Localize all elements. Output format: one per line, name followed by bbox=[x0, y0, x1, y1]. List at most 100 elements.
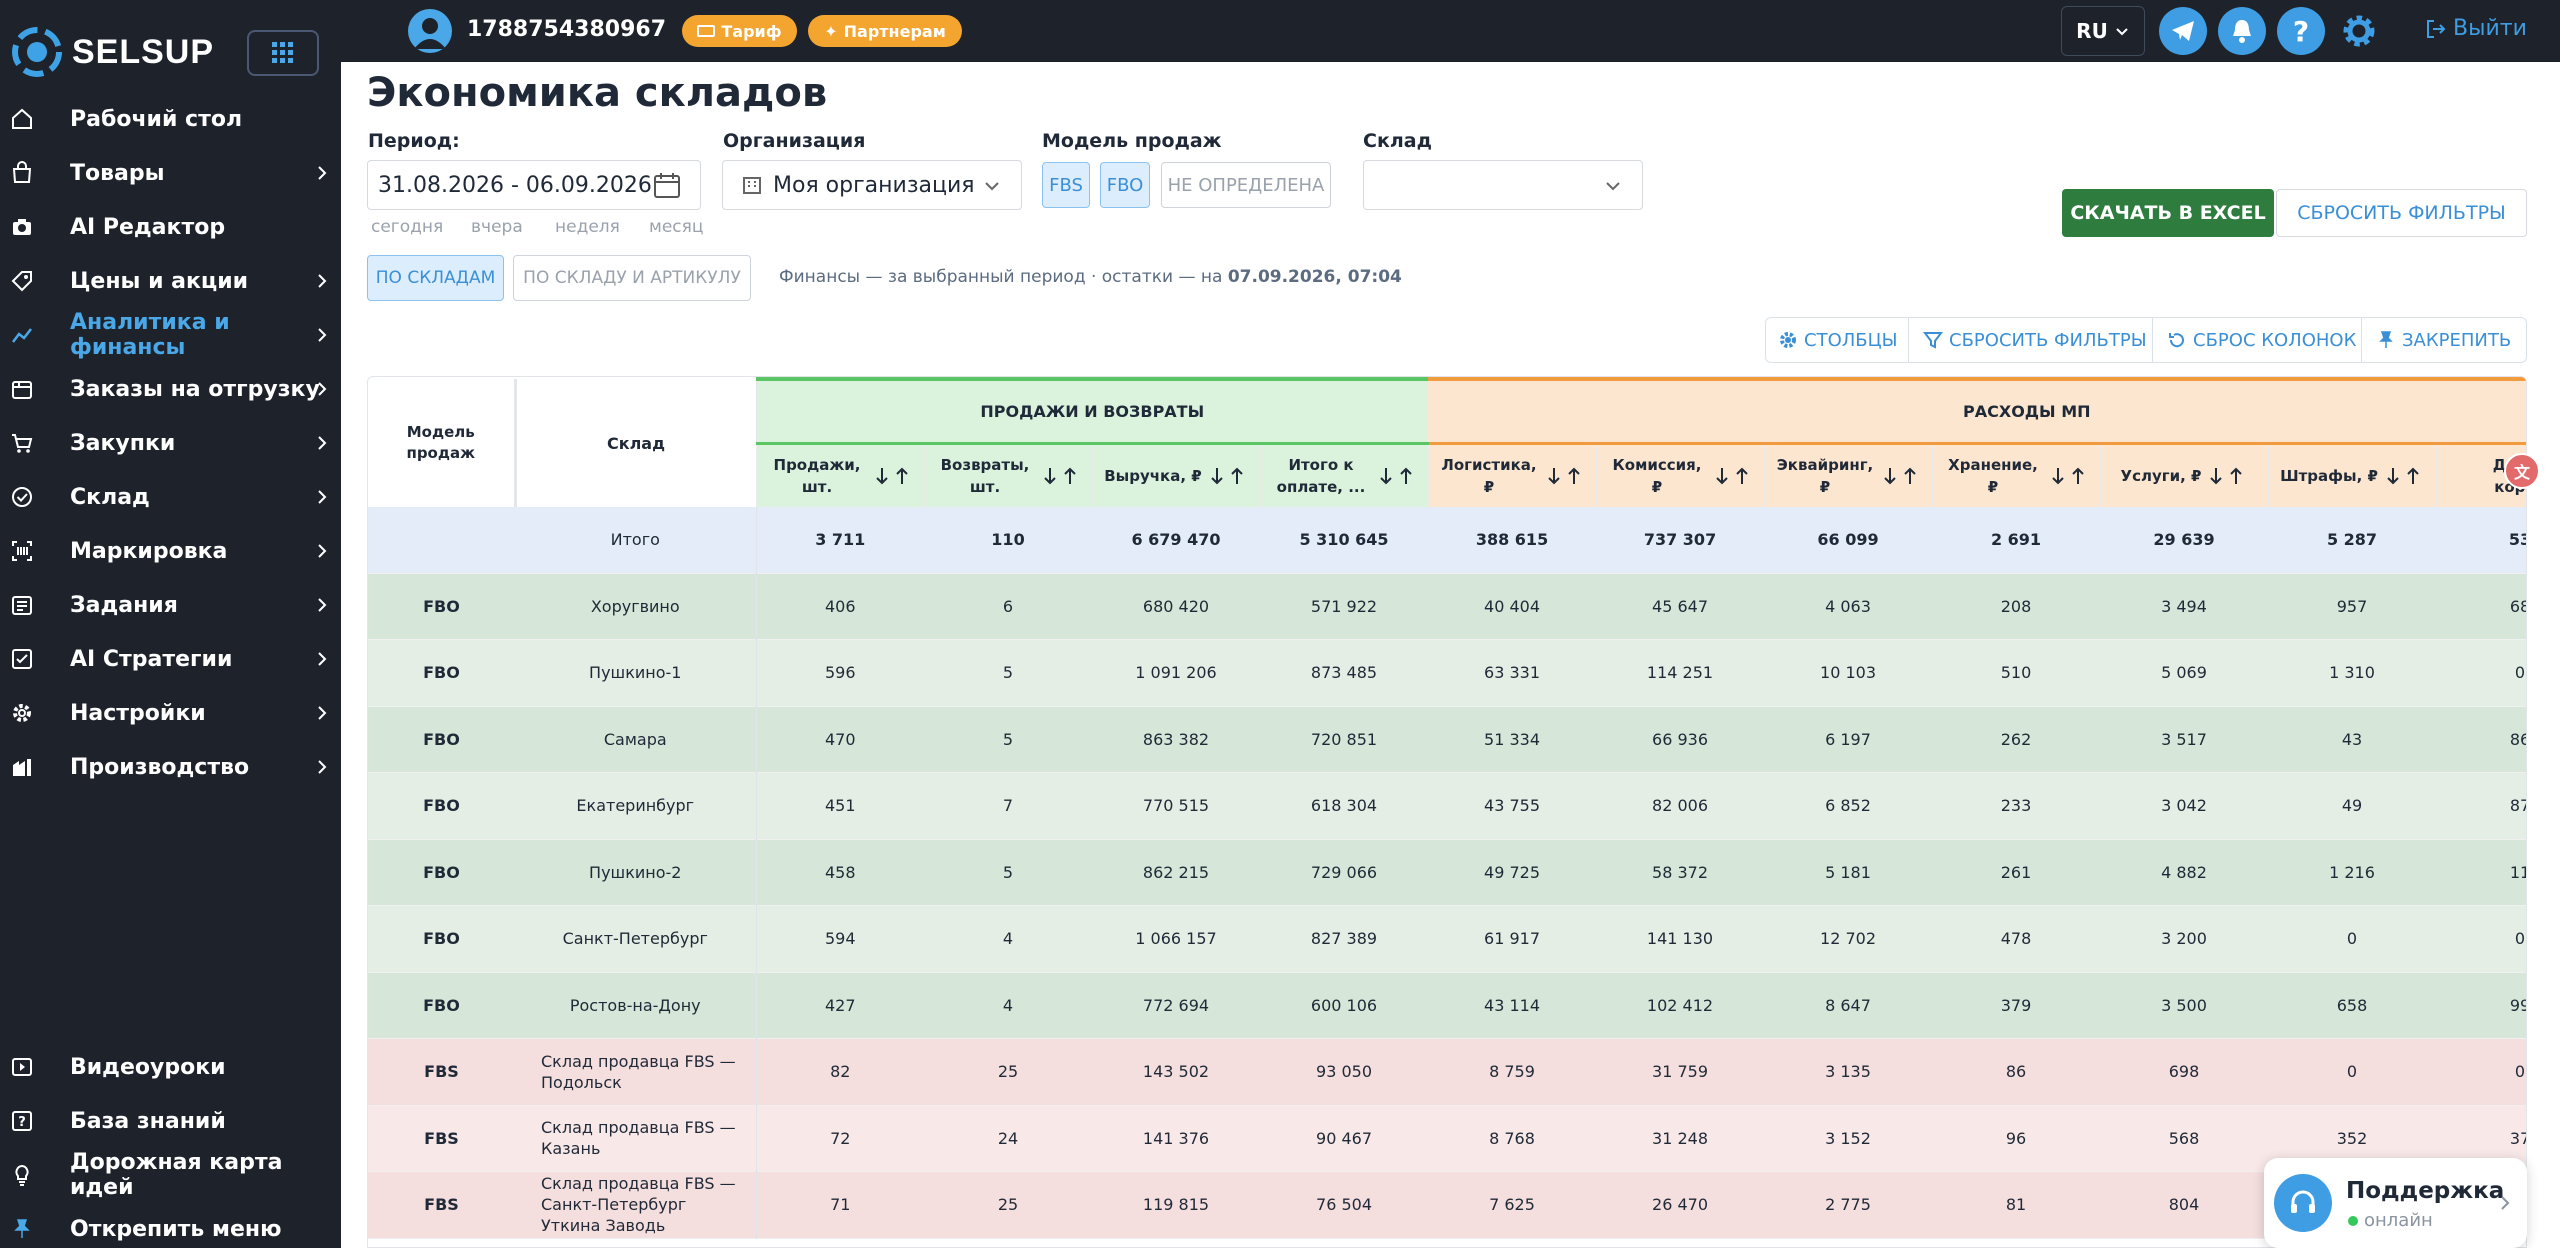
table-row[interactable]: FBO Самара 470 5 863 382 720 851 51 334 66 936 6… bbox=[368, 706, 2526, 773]
calendar-icon[interactable] bbox=[652, 170, 682, 200]
table-row[interactable]: FBO Екатеринбург 451 7 770 515 618 304 43 755 8… bbox=[368, 772, 2526, 840]
tariff-button[interactable]: Тариф bbox=[682, 15, 797, 47]
telegram-button[interactable] bbox=[2159, 7, 2207, 55]
chip-fbo[interactable]: FBO bbox=[1100, 162, 1150, 208]
value-cell: 5 069 bbox=[2100, 639, 2269, 707]
sidebar-item-0[interactable]: Рабочий стол bbox=[0, 92, 341, 146]
sidebar-item-label: Цены и акции bbox=[70, 268, 249, 294]
quick-yesterday[interactable]: вчера bbox=[471, 217, 523, 237]
sort-arrows-icon[interactable] bbox=[1041, 466, 1081, 486]
partners-button[interactable]: ✦ Партнерам bbox=[808, 15, 962, 47]
quick-today[interactable]: сегодня bbox=[371, 217, 444, 237]
value-cell: 7 bbox=[924, 772, 1092, 840]
columns-button[interactable]: СТОЛБЦЫ bbox=[1765, 317, 1909, 363]
sort-arrows-icon[interactable] bbox=[2207, 466, 2247, 486]
table-row[interactable]: FBS Склад продавца FBS — Санкт-Петербург … bbox=[368, 1171, 2526, 1239]
col-header[interactable]: Логистика, ₽ bbox=[1427, 441, 1597, 507]
table-row[interactable]: FBO Хоругвино 406 6 680 420 571 922 40 404 45 6… bbox=[368, 573, 2526, 640]
download-excel-button[interactable]: СКАЧАТЬ В EXCEL bbox=[2062, 189, 2274, 237]
col-header[interactable]: Итого к оплате, ... bbox=[1259, 441, 1429, 507]
sidebar-bottom-item-3[interactable]: Открепить меню bbox=[0, 1202, 341, 1248]
value-cell: 957 bbox=[2268, 573, 2437, 640]
total-row[interactable]: Итого 3 711 110 6 679 470 5 310 645 388 615 73… bbox=[368, 507, 2526, 574]
table-row[interactable]: FBS Склад продавца FBS — Казань 72 24 141 37… bbox=[368, 1105, 2526, 1172]
sort-arrows-icon[interactable] bbox=[873, 466, 913, 486]
table-row[interactable]: FBO Ростов-на-Дону 427 4 772 694 600 106 43 11… bbox=[368, 972, 2526, 1039]
tab-by-warehouses[interactable]: ПО СКЛАДАМ bbox=[367, 255, 504, 301]
quick-month[interactable]: месяц bbox=[649, 217, 704, 237]
logout-button[interactable]: Выйти bbox=[2425, 16, 2527, 41]
value-cell: 863 382 bbox=[1092, 706, 1260, 773]
sort-arrows-icon[interactable] bbox=[2049, 466, 2089, 486]
sort-arrows-icon[interactable] bbox=[2384, 466, 2424, 486]
sidebar-item-12[interactable]: Производство bbox=[0, 740, 341, 794]
value-cell: 478 bbox=[1932, 905, 2101, 973]
sort-arrows-icon[interactable] bbox=[1713, 466, 1753, 486]
sidebar-item-2[interactable]: AI Редактор bbox=[0, 200, 341, 254]
organization-select[interactable]: Моя организация bbox=[722, 160, 1022, 210]
value-cell: 0 bbox=[2436, 1038, 2526, 1106]
sidebar-item-5[interactable]: Заказы на отгрузку bbox=[0, 362, 341, 416]
table-row[interactable]: FBO Санкт-Петербург 594 4 1 066 157 827 389 61… bbox=[368, 905, 2526, 973]
handshake-icon: ✦ bbox=[824, 21, 838, 41]
model-cell bbox=[368, 507, 515, 574]
col-header[interactable]: Хранение, ₽ bbox=[1931, 441, 2101, 507]
col-header-warehouse[interactable]: Склад bbox=[515, 379, 756, 507]
help-button[interactable]: ? bbox=[2277, 7, 2325, 55]
sidebar-item-label: AI Стратегии bbox=[70, 646, 233, 672]
language-select[interactable]: RU bbox=[2061, 6, 2145, 56]
sidebar-item-8[interactable]: Маркировка bbox=[0, 524, 341, 578]
col-header[interactable]: Продажи, шт. bbox=[755, 441, 924, 507]
settings-button[interactable] bbox=[2340, 12, 2378, 50]
chip-fbs[interactable]: FBS bbox=[1042, 162, 1090, 208]
sidebar-bottom-item-label: Дорожная карта идей bbox=[70, 1150, 283, 1200]
translate-widget-button[interactable]: 文 bbox=[2504, 453, 2540, 489]
col-header[interactable]: Штрафы, ₽ bbox=[2267, 441, 2437, 507]
col-header-label: Комиссия, ₽ bbox=[1612, 455, 1702, 496]
checklist-icon bbox=[12, 649, 32, 669]
col-header[interactable]: Возвраты, шт. bbox=[923, 441, 1092, 507]
value-cell: 3 517 bbox=[2100, 706, 2269, 773]
sidebar-item-4[interactable]: Аналитика и финансы bbox=[0, 308, 341, 362]
pin-button[interactable]: ЗАКРЕПИТЬ bbox=[2361, 317, 2527, 363]
col-header[interactable]: Выручка, ₽ bbox=[1091, 441, 1260, 507]
table-reset-filters-button[interactable]: СБРОСИТЬ ФИЛЬТРЫ bbox=[1908, 317, 2153, 363]
sidebar-item-6[interactable]: Закупки bbox=[0, 416, 341, 470]
sidebar-item-11[interactable]: Настройки bbox=[0, 686, 341, 740]
quick-week[interactable]: неделя bbox=[555, 217, 620, 237]
support-widget[interactable]: Поддержка онлайн bbox=[2264, 1158, 2527, 1248]
sidebar-item-7[interactable]: Склад bbox=[0, 470, 341, 524]
notifications-button[interactable] bbox=[2218, 7, 2266, 55]
warehouse-select[interactable] bbox=[1363, 160, 1643, 210]
reset-filters-button[interactable]: СБРОСИТЬ ФИЛЬТРЫ bbox=[2276, 189, 2527, 237]
chip-undefined[interactable]: НЕ ОПРЕДЕЛЕНА bbox=[1161, 162, 1331, 208]
sort-arrows-icon[interactable] bbox=[1881, 466, 1921, 486]
col-header[interactable]: Эквайринг, ₽ bbox=[1763, 441, 1933, 507]
sort-arrows-icon[interactable] bbox=[1377, 466, 1417, 486]
sidebar-item-10[interactable]: AI Стратегии bbox=[0, 632, 341, 686]
col-header[interactable]: Комиссия, ₽ bbox=[1595, 441, 1765, 507]
tab-by-warehouse-and-sku[interactable]: ПО СКЛАДУ И АРТИКУЛУ bbox=[513, 255, 751, 301]
sort-arrows-icon[interactable] bbox=[1208, 466, 1248, 486]
col-header[interactable]: Услуги, ₽ bbox=[2099, 441, 2269, 507]
value-cell: 427 bbox=[756, 972, 924, 1039]
col-header-model[interactable]: Модель продаж bbox=[368, 379, 517, 507]
sidebar-item-3[interactable]: Цены и акции bbox=[0, 254, 341, 308]
reset-columns-button[interactable]: СБРОС КОЛОНОК bbox=[2152, 317, 2362, 363]
sidebar-bottom-item-2[interactable]: Дорожная карта идей bbox=[0, 1148, 341, 1202]
sidebar-bottom-item-0[interactable]: Видеоуроки bbox=[0, 1040, 341, 1094]
table-row[interactable]: FBS Склад продавца FBS — Подольск 82 25 143 … bbox=[368, 1038, 2526, 1106]
logo[interactable]: SELSUP bbox=[10, 24, 214, 80]
table-row[interactable]: FBO Пушкино-1 596 5 1 091 206 873 485 63 331 11… bbox=[368, 639, 2526, 707]
account-avatar[interactable] bbox=[408, 9, 452, 53]
table-row[interactable]: FBO Пушкино-2 458 5 862 215 729 066 49 725 58 3… bbox=[368, 839, 2526, 906]
sort-arrows-icon[interactable] bbox=[1545, 466, 1585, 486]
account-id[interactable]: 1788754380967 bbox=[467, 17, 666, 42]
sidebar-item-9[interactable]: Задания bbox=[0, 578, 341, 632]
apps-grid-button[interactable] bbox=[247, 30, 319, 76]
sidebar-bottom-item-1[interactable]: ? База знаний bbox=[0, 1094, 341, 1148]
period-input[interactable]: 31.08.2026 - 06.09.2026 bbox=[367, 160, 701, 210]
model-cell: FBO bbox=[368, 772, 515, 840]
camera-icon bbox=[13, 219, 31, 235]
sidebar-item-1[interactable]: Товары bbox=[0, 146, 341, 200]
